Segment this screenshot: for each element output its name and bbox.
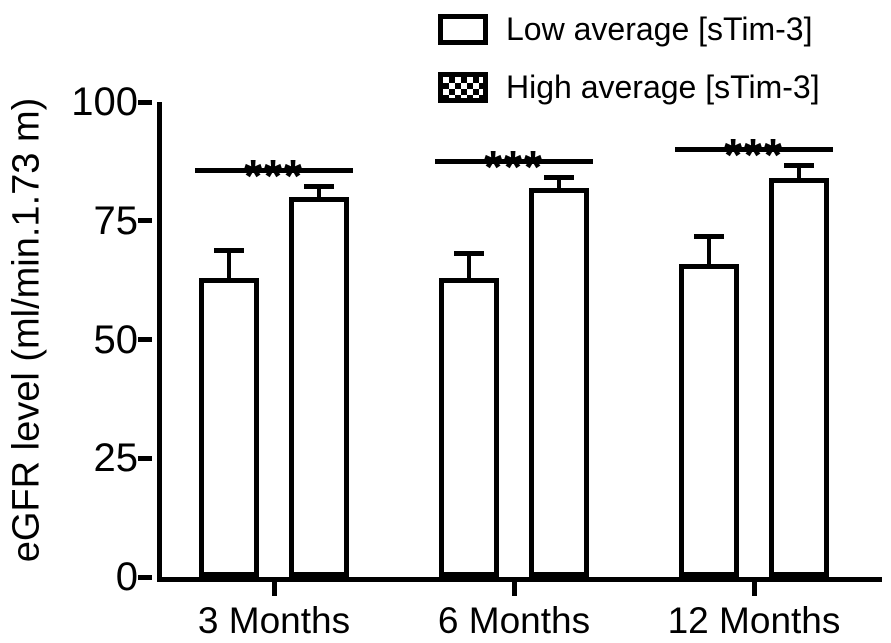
- y-tick-label: 75: [93, 198, 139, 243]
- significance-line: [675, 146, 833, 152]
- y-tick-label: 50: [93, 317, 139, 362]
- significance-line: [435, 158, 593, 164]
- x-tick-label: 3 Months: [197, 600, 351, 641]
- legend-item-high-average: High average [sTim-3]: [438, 70, 820, 104]
- legend-label-low-average: Low average [sTim-3]: [506, 11, 813, 47]
- significance-line: [195, 168, 353, 174]
- y-axis-tick: [138, 574, 152, 580]
- bar-low-average: [529, 187, 589, 577]
- x-tick-label: 6 Months: [437, 600, 591, 641]
- legend-swatch-high-average: [438, 71, 488, 103]
- legend-label-high-average: High average [sTim-3]: [506, 69, 820, 105]
- bar-high-average: [679, 263, 739, 577]
- x-axis-tick: [751, 582, 757, 596]
- error-bar-cap: [694, 234, 724, 239]
- significance-stars: ***: [484, 140, 544, 193]
- legend-item-low-average: Low average [sTim-3]: [438, 12, 820, 46]
- bar-high-average: [199, 277, 259, 577]
- error-bar-cap: [784, 162, 814, 168]
- error-bar-cap: [544, 174, 574, 180]
- y-axis-tick: [138, 455, 152, 461]
- legend: Low average [sTim-3] High average [sTim-…: [438, 12, 820, 104]
- error-bar-cap: [214, 248, 244, 254]
- legend-swatch-low-average: [438, 13, 488, 45]
- error-bar-stem: [227, 249, 231, 280]
- bar-low-average: [769, 178, 829, 577]
- y-tick-label: 0: [115, 555, 138, 599]
- bar-low-average: [289, 197, 349, 577]
- bar-high-average: [439, 277, 499, 577]
- y-axis-tick: [138, 337, 152, 342]
- error-bar-cap: [454, 250, 484, 256]
- y-tick-label: 25: [93, 436, 139, 481]
- significance-stars: ***: [724, 128, 784, 181]
- error-bar-stem: [797, 163, 801, 180]
- error-bar-stem: [707, 235, 711, 266]
- y-axis-tick: [138, 99, 152, 105]
- significance-stars: ***: [244, 150, 304, 203]
- y-axis-title: eGFR level (ml/min.1.73 m): [5, 97, 48, 563]
- error-bar-cap: [304, 184, 334, 190]
- error-bar-stem: [557, 175, 561, 190]
- x-tick-label: 12 Months: [667, 600, 841, 641]
- y-axis-tick: [138, 218, 152, 224]
- error-bar-stem: [467, 251, 471, 280]
- error-bar-stem: [317, 185, 321, 199]
- y-tick-label: 100: [71, 80, 138, 124]
- x-axis-tick: [511, 582, 517, 596]
- plot-area: 0 25 50 75 100 3 Months *** 6 Months *** 12 Month…: [71, 82, 882, 641]
- x-axis-tick: [271, 582, 277, 596]
